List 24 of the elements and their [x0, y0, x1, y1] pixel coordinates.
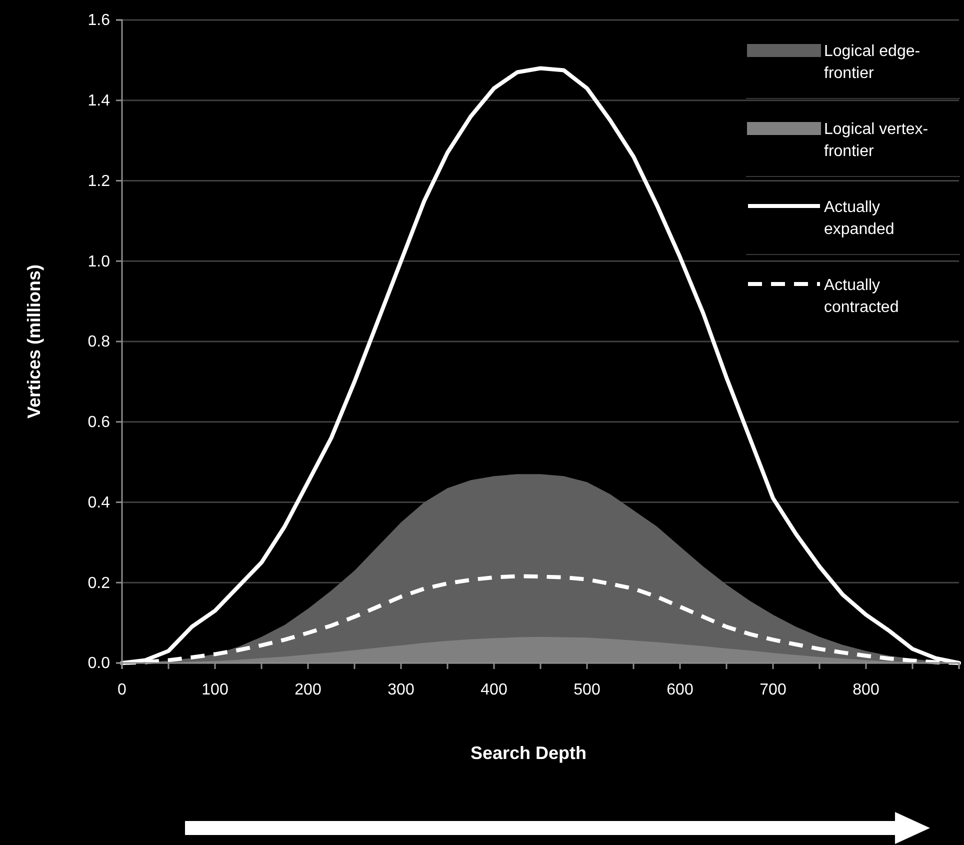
legend-label: Logical edge-frontier: [824, 43, 920, 82]
y-tick-label: 0.4: [88, 494, 110, 512]
x-axis-title: Search Depth: [470, 743, 587, 763]
x-tick-label: 400: [480, 681, 508, 698]
y-tick-label: 0.0: [88, 655, 110, 672]
y-tick-label: 1.0: [88, 253, 110, 270]
x-tick-label: 100: [202, 681, 228, 698]
legend-label: Actually expanded: [824, 199, 894, 238]
x-tick-label: 0: [118, 681, 127, 698]
y-tick-label: 0.8: [88, 334, 110, 351]
x-tick-label: 600: [666, 681, 694, 698]
x-tick-label: 200: [294, 681, 322, 698]
legend-label: Actually contracted: [824, 277, 899, 316]
x-tick-label: 800: [852, 681, 880, 698]
x-tick-label: 300: [388, 681, 414, 698]
y-tick-label: 1.6: [88, 12, 110, 30]
y-tick-label: 0.6: [88, 414, 110, 431]
y-tick-label: 0.2: [88, 574, 110, 592]
x-tick-label: 700: [760, 681, 786, 698]
x-tick-label: 500: [574, 681, 600, 698]
legend-label: Logical vertex-frontier: [824, 121, 928, 160]
y-tick-label: 1.2: [88, 172, 110, 190]
y-tick-label: 1.4: [88, 92, 110, 110]
y-axis-title: Vertices (millions): [24, 264, 44, 419]
